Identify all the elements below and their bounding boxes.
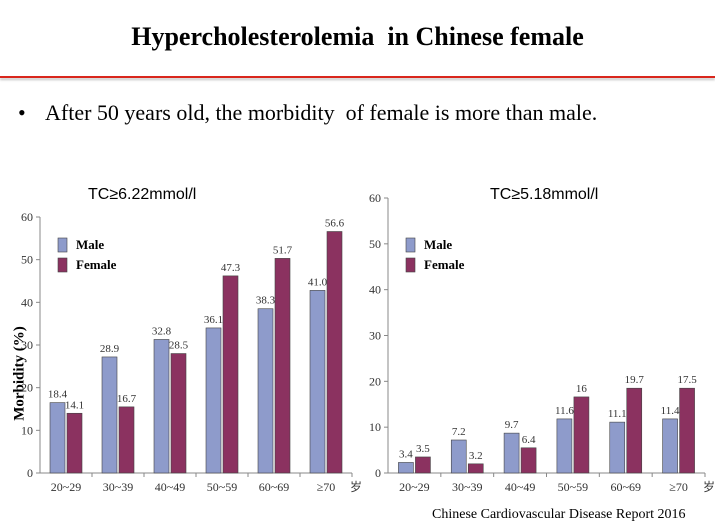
bar-male bbox=[609, 421, 626, 474]
bar-female bbox=[679, 387, 695, 474]
y-tick-label: 40 bbox=[21, 295, 33, 309]
y-tick-label: 10 bbox=[369, 420, 381, 434]
y-tick-label: 60 bbox=[369, 191, 381, 205]
bullet-point: • After 50 years old, the morbidity of f… bbox=[18, 100, 597, 126]
y-tick-label: 10 bbox=[21, 423, 33, 437]
bar-male bbox=[205, 327, 222, 474]
data-label: 3.5 bbox=[416, 443, 430, 455]
bar-male bbox=[257, 308, 274, 474]
bar-male bbox=[49, 402, 66, 474]
bar-female bbox=[66, 412, 83, 474]
bar-female bbox=[520, 447, 537, 474]
x-tick-label: 40~49 bbox=[155, 480, 186, 494]
x-tick-label: 30~39 bbox=[103, 480, 134, 494]
bar-female bbox=[274, 258, 291, 474]
chart-title: TC≥5.18mmol/l bbox=[490, 186, 599, 203]
legend-label-female: Female bbox=[76, 257, 117, 272]
x-unit-label: 岁 bbox=[350, 479, 362, 494]
chart-svg-left: 0 10 20 30 40 50 60 20~29 18.414.1 30~39 28.9 16.7 4… bbox=[21, 210, 362, 494]
bar-male bbox=[398, 462, 414, 474]
x-tick-label: 50~59 bbox=[558, 480, 589, 494]
legend-label-male: Male bbox=[76, 237, 104, 252]
y-tick-label: 30 bbox=[21, 338, 33, 352]
data-label: 41.0 bbox=[308, 276, 328, 288]
data-label: 6.4 bbox=[522, 434, 536, 446]
slide-title: Hypercholesterolemia in Chinese female bbox=[131, 22, 584, 51]
legend-swatch-male bbox=[405, 237, 416, 253]
bar-male bbox=[450, 439, 467, 474]
y-tick-label: 40 bbox=[369, 283, 381, 297]
data-label: 51.7 bbox=[273, 244, 293, 256]
bullet-icon: • bbox=[18, 100, 26, 125]
bar-male bbox=[503, 432, 520, 474]
data-label: 28.9 bbox=[100, 343, 120, 355]
legend-swatch-female bbox=[57, 257, 68, 273]
data-label: 9.7 bbox=[505, 419, 519, 431]
title-divider bbox=[0, 76, 715, 78]
x-tick-label: 40~49 bbox=[505, 480, 536, 494]
y-tick-label: 60 bbox=[21, 210, 33, 224]
legend-swatch-male bbox=[57, 237, 68, 253]
legend-swatch-female bbox=[405, 257, 416, 273]
data-label: 3.4 bbox=[399, 448, 413, 460]
bar-female bbox=[222, 275, 239, 474]
data-label: 16 bbox=[576, 383, 588, 395]
legend-label-male: Male bbox=[424, 237, 452, 252]
data-label: 28.5 bbox=[169, 340, 189, 352]
chart-title: TC≥6.22mmol/l bbox=[88, 186, 197, 203]
data-label: 36.1 bbox=[204, 314, 223, 326]
x-tick-label: 60~69 bbox=[259, 480, 290, 494]
bar-female bbox=[467, 463, 484, 474]
bar-male bbox=[309, 290, 326, 474]
x-tick-label: 60~69 bbox=[611, 480, 642, 494]
x-tick-label: ≥70 bbox=[317, 480, 336, 494]
y-tick-label: 30 bbox=[369, 329, 381, 343]
data-label: 19.7 bbox=[625, 374, 645, 386]
data-label: 16.7 bbox=[117, 393, 137, 405]
x-unit-label: 岁 bbox=[703, 479, 715, 494]
data-label: 11.1 bbox=[608, 408, 627, 420]
bar-male bbox=[101, 356, 118, 474]
bar-female bbox=[573, 396, 590, 474]
y-tick-label: 50 bbox=[21, 253, 33, 267]
y-tick-label: 0 bbox=[27, 466, 33, 480]
source-note: Chinese Cardiovascular Disease Report 20… bbox=[432, 507, 686, 522]
bullet-text: After 50 years old, the morbidity of fem… bbox=[45, 100, 598, 125]
x-tick-label: 20~29 bbox=[51, 480, 82, 494]
legend-label-female: Female bbox=[424, 257, 465, 272]
bar-male bbox=[556, 418, 573, 474]
bar-female bbox=[326, 231, 343, 474]
y-tick-label: 0 bbox=[375, 466, 381, 480]
data-label: 38.3 bbox=[256, 295, 276, 307]
data-label: 18.4 bbox=[48, 389, 68, 401]
bar-male bbox=[662, 418, 678, 474]
bar-female bbox=[170, 353, 187, 474]
chart-svg-right: 0 10 20 30 40 50 60 20~29 3.4 3.5 30~39 7.23.2 40~49… bbox=[369, 191, 715, 494]
data-label: 14.1 bbox=[65, 399, 84, 411]
data-label: 47.3 bbox=[221, 262, 241, 274]
x-tick-label: 50~59 bbox=[207, 480, 238, 494]
bar-female bbox=[415, 456, 431, 474]
y-tick-label: 20 bbox=[369, 374, 381, 388]
x-tick-label: 30~39 bbox=[452, 480, 483, 494]
x-tick-label: 20~29 bbox=[399, 480, 430, 494]
chart-tc-518: TC≥5.18mmol/l 0 10 20 30 40 50 60 20~29 3.4 3.5 30… bbox=[360, 180, 715, 520]
data-label: 56.6 bbox=[325, 218, 345, 230]
bar-male bbox=[153, 339, 170, 474]
chart-tc-622: TC≥6.22mmol/l Morbidity (%) 0 10 20 30 40 50 6… bbox=[0, 180, 363, 520]
y-tick-label: 50 bbox=[369, 237, 381, 251]
bar-female bbox=[118, 406, 135, 474]
data-label: 11.4 bbox=[661, 405, 680, 417]
y-tick-label: 20 bbox=[21, 381, 33, 395]
data-label: 11.6 bbox=[555, 405, 574, 417]
x-tick-label: ≥70 bbox=[669, 480, 688, 494]
data-label: 7.2 bbox=[452, 426, 466, 438]
data-label: 3.2 bbox=[469, 450, 483, 462]
data-label: 32.8 bbox=[152, 325, 172, 337]
data-label: 17.5 bbox=[677, 374, 697, 386]
bar-female bbox=[626, 387, 643, 474]
